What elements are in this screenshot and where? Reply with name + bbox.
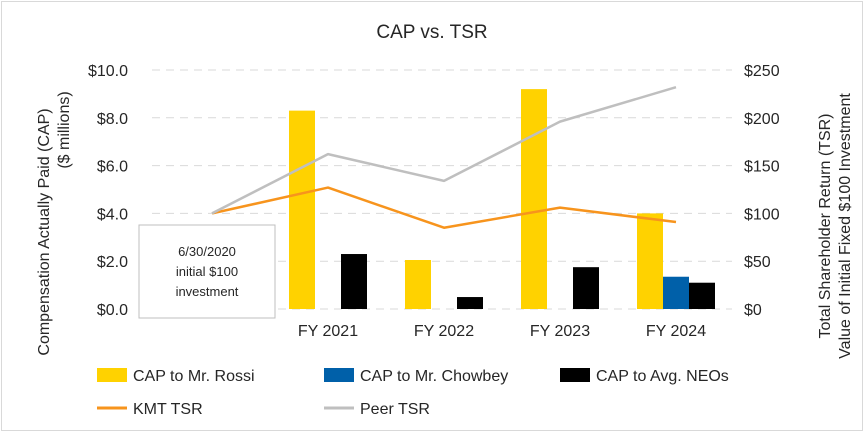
- legend-item-rossi: CAP to Mr. Rossi: [97, 368, 255, 385]
- right-tick-label: $250: [744, 63, 780, 80]
- legend-item-peer-tsr: Peer TSR: [324, 401, 430, 418]
- legend-label-chowbey: CAP to Mr. Chowbey: [360, 368, 508, 385]
- legend-label-peer-tsr: Peer TSR: [360, 401, 430, 418]
- legend-item-chowbey: CAP to Mr. Chowbey: [324, 368, 508, 385]
- x-tick-label: FY 2021: [298, 323, 358, 340]
- legend-swatch-chowbey: [324, 368, 354, 382]
- bar-cap-to-avg-neos-fy-2023: [573, 267, 599, 309]
- x-tick-label: FY 2024: [646, 323, 706, 340]
- right-axis-ticks: $0 $50 $100 $150 $200 $250: [744, 63, 780, 319]
- initial-investment-callout: 6/30/2020 initial $100 investment: [138, 224, 276, 319]
- bar-cap-to-avg-neos-fy-2022: [457, 297, 483, 309]
- legend: CAP to Mr. Rossi CAP to Mr. Chowbey CAP …: [97, 368, 729, 418]
- bar-cap-to-avg-neos-fy-2021: [341, 254, 367, 309]
- right-tick-label: $100: [744, 206, 780, 223]
- bar-cap-to-avg-neos-fy-2024: [689, 282, 715, 309]
- bars: [289, 89, 715, 310]
- legend-swatch-rossi: [97, 368, 127, 382]
- bar-cap-to-mr-chowbey-fy-2024: [663, 276, 689, 309]
- bar-cap-to-mr-rossi-fy-2024: [637, 213, 663, 309]
- bar-cap-to-mr-rossi-fy-2023: [521, 89, 547, 310]
- legend-label-rossi: CAP to Mr. Rossi: [133, 368, 255, 385]
- left-axis-title-line2: ($ millions): [56, 91, 73, 168]
- legend-label-kmt-tsr: KMT TSR: [133, 401, 203, 418]
- left-tick-label: $10.0: [88, 63, 128, 80]
- right-axis-title-line2: Value of Initial Fixed $100 Investment: [837, 93, 854, 359]
- left-tick-label: $0.0: [97, 302, 128, 319]
- callout-line-3: investment: [176, 284, 239, 299]
- callout-line-2: initial $100: [176, 264, 238, 279]
- left-tick-label: $8.0: [97, 111, 128, 128]
- callout-line-1: 6/30/2020: [178, 244, 236, 259]
- line-peer-tsr: [211, 86, 677, 215]
- left-tick-label: $2.0: [97, 254, 128, 271]
- right-tick-label: $150: [744, 159, 780, 176]
- left-tick-label: $6.0: [97, 159, 128, 176]
- left-axis-title-line1: Compensation Actually Paid (CAP): [36, 108, 53, 355]
- legend-item-kmt-tsr: KMT TSR: [97, 401, 203, 418]
- chart-title: CAP vs. TSR: [376, 22, 487, 43]
- legend-label-avg-neos: CAP to Avg. NEOs: [596, 368, 729, 385]
- bar-cap-to-mr-rossi-fy-2021: [289, 110, 315, 309]
- right-axis-title-line1: Total Shareholder Return (TSR): [817, 114, 834, 339]
- line-kmt-tsr: [211, 186, 677, 229]
- right-tick-label: $200: [744, 111, 780, 128]
- right-tick-label: $0: [744, 302, 762, 319]
- tsr-lines: [211, 86, 677, 229]
- bar-cap-to-mr-rossi-fy-2022: [405, 260, 431, 309]
- right-tick-label: $50: [744, 254, 771, 271]
- legend-item-avg-neos: CAP to Avg. NEOs: [560, 368, 729, 385]
- x-axis-ticks: FY 2021 FY 2022 FY 2023 FY 2024: [298, 323, 706, 340]
- left-tick-label: $4.0: [97, 206, 128, 223]
- left-axis-ticks: $0.0 $2.0 $4.0 $6.0 $8.0 $10.0: [88, 63, 128, 319]
- legend-swatch-avg-neos: [560, 368, 590, 382]
- gridlines: [152, 69, 732, 310]
- x-tick-label: FY 2023: [530, 323, 590, 340]
- x-tick-label: FY 2022: [414, 323, 474, 340]
